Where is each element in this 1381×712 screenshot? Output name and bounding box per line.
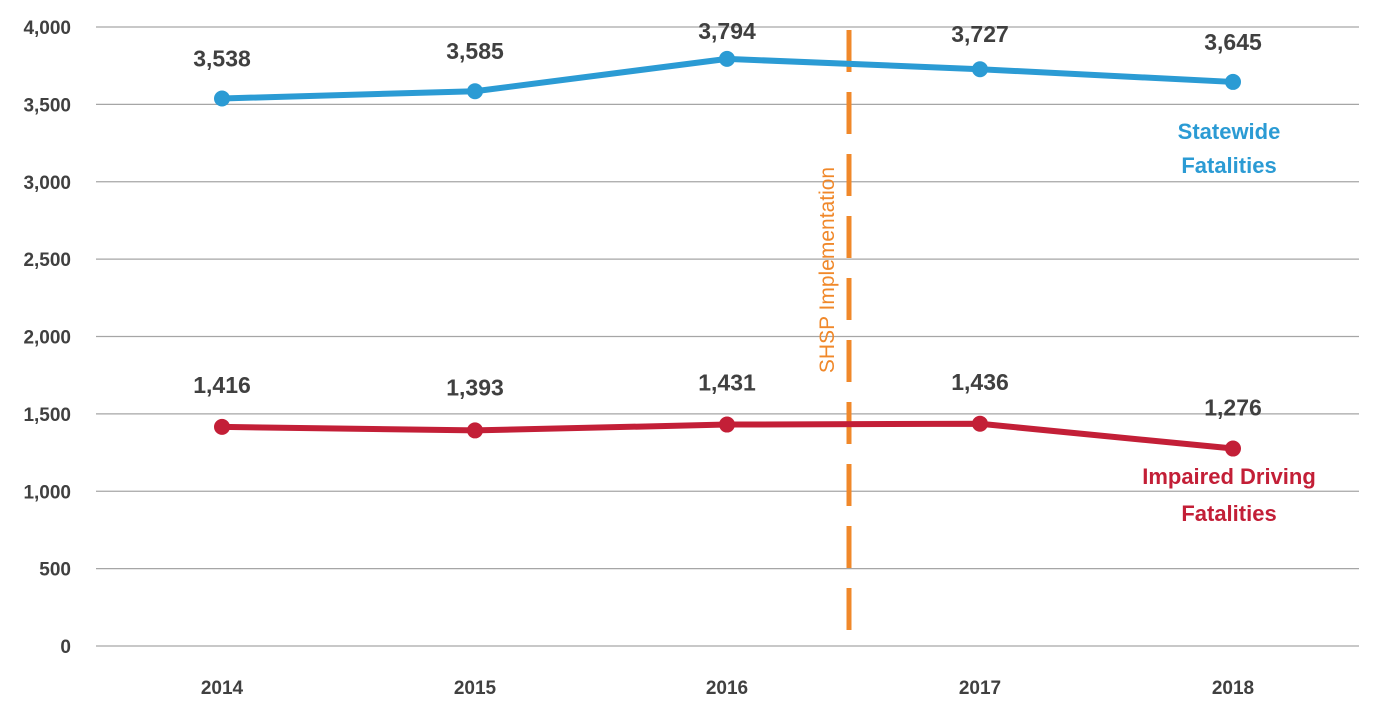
data-label: 3,645 bbox=[1204, 29, 1262, 55]
data-label: 3,585 bbox=[446, 38, 504, 64]
data-label: 1,393 bbox=[446, 374, 504, 400]
y-tick-label: 1,000 bbox=[23, 482, 71, 503]
x-tick-label: 2018 bbox=[1212, 678, 1254, 699]
x-tick-label: 2014 bbox=[201, 678, 244, 699]
data-label: 3,794 bbox=[698, 18, 756, 44]
data-label: 1,436 bbox=[951, 369, 1009, 395]
y-tick-label: 3,000 bbox=[23, 173, 71, 194]
data-label: 3,538 bbox=[193, 45, 251, 71]
data-label: 1,416 bbox=[193, 372, 251, 398]
x-tick-label: 2016 bbox=[706, 678, 748, 699]
series-group: 3,538 3,585 3,794 3,727 3,645 Statewide Fatali… bbox=[193, 18, 1316, 526]
series-1: 3,538 3,585 3,794 3,727 3,645 Statewide Fatali… bbox=[193, 18, 1280, 178]
x-tick-label: 2015 bbox=[454, 678, 497, 699]
y-tick-label: 2,500 bbox=[23, 250, 71, 271]
data-point bbox=[214, 90, 230, 107]
data-point bbox=[719, 416, 735, 433]
shsp-annotation: SHSP Implementation bbox=[816, 30, 852, 646]
y-tick-label: 2,000 bbox=[23, 328, 71, 349]
gridlines bbox=[96, 26, 1359, 647]
data-point bbox=[467, 83, 483, 100]
series-name-label: Fatalities bbox=[1181, 501, 1276, 526]
x-axis: 2014 2015 2016 2017 2018 bbox=[201, 678, 1254, 699]
data-point bbox=[214, 418, 230, 435]
data-point bbox=[972, 415, 988, 432]
y-tick-label: 4,000 bbox=[23, 18, 71, 39]
data-point bbox=[719, 50, 735, 67]
data-label: 3,727 bbox=[951, 21, 1009, 47]
data-label: 1,276 bbox=[1204, 395, 1262, 421]
y-tick-label: 500 bbox=[39, 560, 71, 581]
x-tick-label: 2017 bbox=[959, 678, 1001, 699]
series-name-label: Impaired Driving bbox=[1142, 464, 1316, 489]
y-tick-label: 0 bbox=[60, 637, 71, 658]
y-axis: 0 500 1,000 1,500 2,000 2,500 3,000 3,500 4,000 bbox=[23, 18, 71, 658]
data-point bbox=[1225, 73, 1241, 90]
series-name-label: Fatalities bbox=[1181, 153, 1276, 178]
data-point bbox=[1225, 440, 1241, 457]
annotation-label: SHSP Implementation bbox=[816, 167, 839, 373]
data-point bbox=[972, 61, 988, 78]
y-tick-label: 1,500 bbox=[23, 405, 71, 426]
y-tick-label: 3,500 bbox=[23, 95, 71, 116]
data-point bbox=[467, 422, 483, 439]
series-2: 1,416 1,393 1,431 1,436 1,276 Impaired Drivin… bbox=[193, 369, 1316, 526]
data-label: 1,431 bbox=[698, 370, 756, 396]
series-name-label: Statewide bbox=[1178, 119, 1281, 144]
